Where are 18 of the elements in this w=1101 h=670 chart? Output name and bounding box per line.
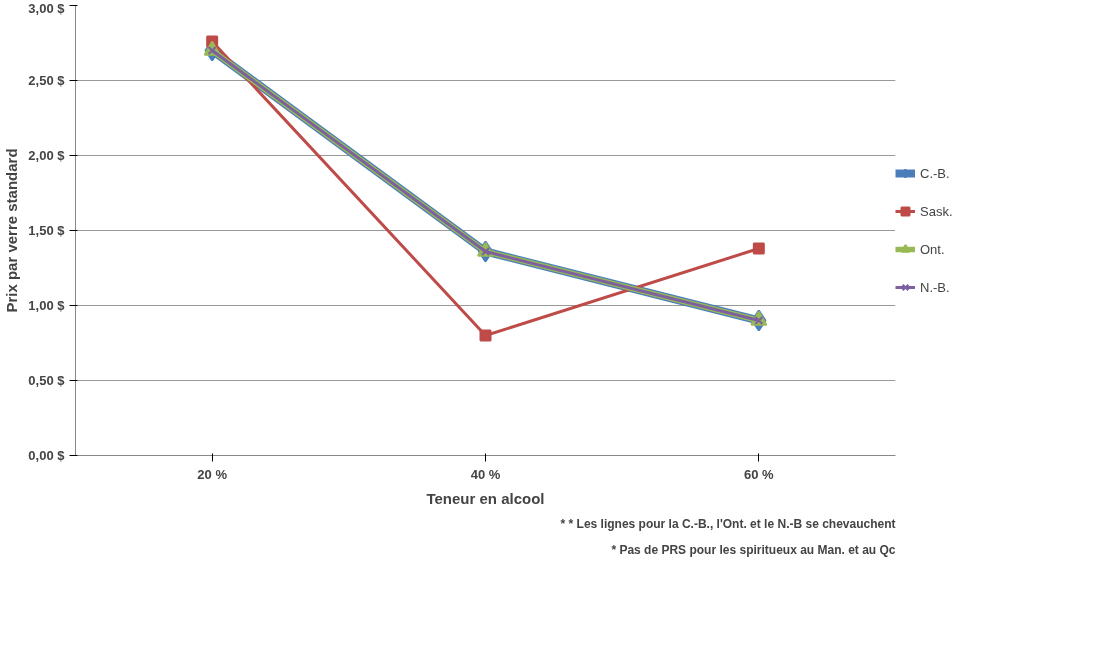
y-tick-label: 0,00 $ bbox=[28, 448, 66, 463]
y-tick-label: 2,50 $ bbox=[28, 73, 66, 88]
legend-label: Ont. bbox=[920, 241, 945, 257]
legend-label: N.-B. bbox=[920, 279, 950, 295]
text: * Pas de PRS pour les spiritueux au Man. et au Qc bbox=[611, 542, 896, 557]
legend-label: C.-B. bbox=[920, 165, 950, 181]
y-tick-label: 1,00 $ bbox=[28, 298, 66, 313]
legend-label: Sask. bbox=[920, 203, 953, 219]
x-tick-label: 20 % bbox=[197, 466, 228, 482]
text: * * Les lignes pour la C.-B., l'Ont. et le N.-B se chevauchent bbox=[560, 516, 896, 531]
y-axis-title: Prix par verre standard bbox=[3, 148, 21, 313]
y-tick-label: 3,00 $ bbox=[28, 0, 66, 16]
x-tick-label: 40 % bbox=[470, 466, 501, 482]
y-tick-label: 1,50 $ bbox=[28, 223, 66, 238]
y-tick-label: 0,50 $ bbox=[28, 373, 66, 388]
x-axis-title: Teneur en alcool bbox=[426, 489, 545, 507]
x-tick-label: 60 % bbox=[744, 466, 775, 482]
y-tick-label: 2,00 $ bbox=[28, 148, 66, 163]
